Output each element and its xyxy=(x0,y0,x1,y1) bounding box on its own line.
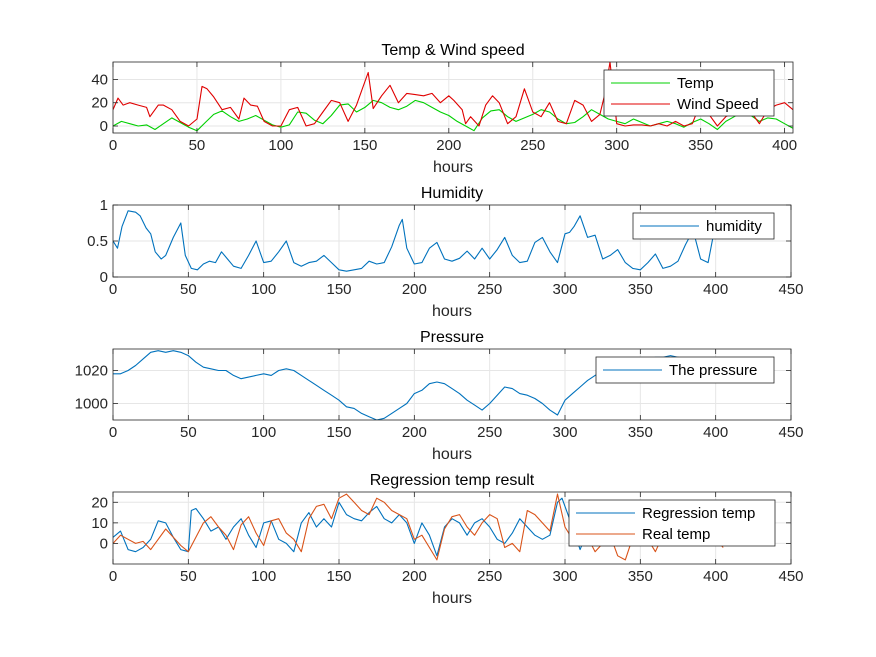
x-tick-label: 300 xyxy=(552,424,577,441)
y-tick-label: 1020 xyxy=(75,362,108,379)
x-tick-label: 150 xyxy=(326,424,351,441)
x-axis-label: hours xyxy=(433,159,473,176)
legend: The pressure xyxy=(595,356,775,384)
series-group xyxy=(113,210,724,272)
x-tick-label: 200 xyxy=(436,137,461,154)
subplot-2: 0 50 100 150 200 250 300 350 400 450 0 0.5 1 Humidity… xyxy=(87,185,803,320)
chart-title: Humidity xyxy=(421,185,483,202)
x-tick-label: 250 xyxy=(477,568,502,585)
series-line-wind-speed xyxy=(113,62,793,127)
axes-box xyxy=(112,491,792,565)
x-tick-label: 100 xyxy=(268,137,293,154)
x-axis-label: hours xyxy=(432,446,472,463)
x-tick-label: 300 xyxy=(552,568,577,585)
legend: humidity xyxy=(632,212,775,240)
x-tick-label: 50 xyxy=(180,281,197,298)
legend-label: Real temp xyxy=(642,526,710,543)
series-line-humidity xyxy=(113,210,724,272)
x-tick-label: 250 xyxy=(477,281,502,298)
x-tick-label: 100 xyxy=(251,281,276,298)
x-tick-label: 450 xyxy=(778,281,803,298)
subplot-4: 0 50 100 150 200 250 300 350 400 450 0 10 20 Regressi… xyxy=(91,472,803,607)
legend-label: Temp xyxy=(677,75,714,92)
y-tick-label: 20 xyxy=(91,95,108,112)
x-tick-label: 150 xyxy=(326,568,351,585)
y-tick-label: 0 xyxy=(100,269,108,286)
x-tick-label: 350 xyxy=(628,568,653,585)
legend: Temp Wind Speed xyxy=(603,69,775,117)
x-tick-label: 200 xyxy=(402,281,427,298)
subplot-3: 0 50 100 150 200 250 300 350 400 450 1000 1020 Press… xyxy=(75,329,804,463)
x-tick-label: 400 xyxy=(703,568,728,585)
legend: Regression temp Real temp xyxy=(568,499,776,547)
legend-box xyxy=(595,356,775,384)
x-axis-label: hours xyxy=(432,590,472,607)
chart-title: Pressure xyxy=(420,329,484,346)
x-tick-label: 350 xyxy=(628,424,653,441)
x-tick-label: 100 xyxy=(251,568,276,585)
x-axis-label: hours xyxy=(432,303,472,320)
x-tick-label: 50 xyxy=(189,137,206,154)
y-tick-label: 10 xyxy=(91,515,108,532)
x-tick-label: 0 xyxy=(109,424,117,441)
chart-title: Regression temp result xyxy=(370,472,535,489)
y-tick-label: 0.5 xyxy=(87,233,108,250)
legend-label: The pressure xyxy=(669,362,757,379)
legend-label: Regression temp xyxy=(642,505,755,522)
series-line-temp xyxy=(113,99,793,132)
y-tick-label: 0 xyxy=(100,535,108,552)
x-tick-label: 0 xyxy=(109,137,117,154)
y-tick-label: 1 xyxy=(100,197,108,214)
legend-box xyxy=(568,499,776,547)
subplot-1: 0 50 100 150 200 250 300 350 400 0 20 40 Temp & Wind… xyxy=(91,42,797,176)
legend-label: Wind Speed xyxy=(677,96,759,113)
legend-label: humidity xyxy=(706,218,762,235)
x-tick-label: 300 xyxy=(552,281,577,298)
x-tick-label: 300 xyxy=(604,137,629,154)
y-tick-label: 20 xyxy=(91,494,108,511)
x-tick-label: 450 xyxy=(778,568,803,585)
x-tick-label: 400 xyxy=(703,281,728,298)
x-tick-label: 0 xyxy=(109,281,117,298)
x-tick-label: 50 xyxy=(180,568,197,585)
series-group xyxy=(113,62,793,132)
x-tick-label: 400 xyxy=(772,137,797,154)
legend-box xyxy=(603,69,775,117)
x-tick-label: 50 xyxy=(180,424,197,441)
x-tick-label: 150 xyxy=(326,281,351,298)
x-tick-label: 250 xyxy=(477,424,502,441)
x-tick-label: 200 xyxy=(402,568,427,585)
axes-box xyxy=(112,348,792,421)
y-tick-label: 0 xyxy=(100,118,108,135)
x-tick-label: 200 xyxy=(402,424,427,441)
y-tick-label: 40 xyxy=(91,71,108,88)
x-tick-label: 0 xyxy=(109,568,117,585)
x-tick-label: 350 xyxy=(628,281,653,298)
x-tick-label: 150 xyxy=(352,137,377,154)
chart-title: Temp & Wind speed xyxy=(381,42,524,59)
x-tick-label: 450 xyxy=(778,424,803,441)
x-tick-label: 400 xyxy=(703,424,728,441)
axes-box xyxy=(112,61,794,134)
x-tick-label: 100 xyxy=(251,424,276,441)
x-tick-label: 250 xyxy=(520,137,545,154)
series-line-real-temp xyxy=(113,493,724,561)
y-tick-label: 1000 xyxy=(75,395,108,412)
x-tick-label: 350 xyxy=(688,137,713,154)
